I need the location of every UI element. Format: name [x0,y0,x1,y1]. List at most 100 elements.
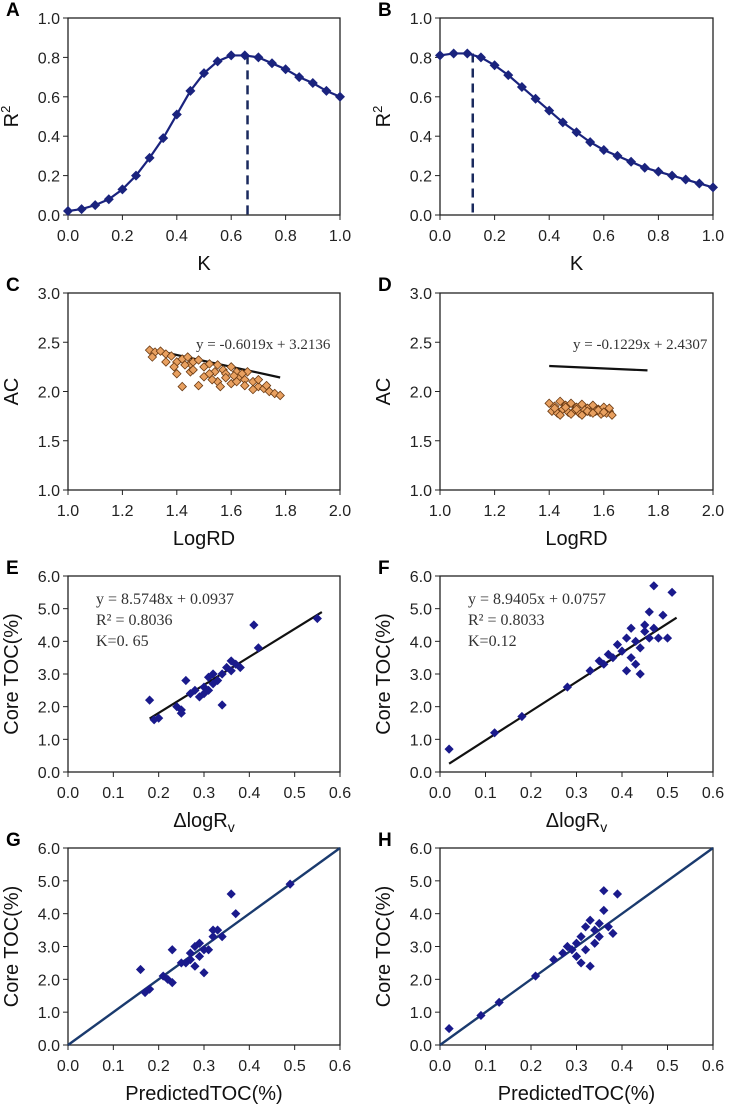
y-tick-label: 0.8 [410,50,432,67]
y-tick-label: 2.0 [410,700,432,717]
data-point [185,948,195,958]
y-axis-label: Core TOC(%) [1,613,23,735]
data-point [571,127,582,138]
x-tick-label: 0.5 [656,1058,678,1075]
data-point [140,987,150,998]
y-tick-label: 0.4 [38,129,60,146]
y-tick-label: 1.0 [410,11,432,28]
data-point [163,974,173,984]
data-point [617,646,627,656]
data-point [253,374,264,385]
data-point [199,968,209,978]
regression-equation: y = 8.5748x + 0.0937 [96,591,234,608]
x-tick-label: 1.0 [329,228,351,245]
y-tick-label: 1.0 [410,1005,432,1022]
data-point [603,922,613,932]
y-tick-label: 0.2 [410,169,432,186]
plot-frame [67,17,341,216]
plot-frame [439,292,714,491]
data-point [516,81,527,92]
data-point [307,78,318,89]
data-point [190,685,200,695]
y-tick-label: 0.0 [410,765,432,782]
data-point [608,653,618,663]
data-point [176,708,186,718]
data-point [562,682,572,692]
y-tick-label: 0.0 [38,208,60,225]
y-tick-label: 0.2 [38,169,60,186]
data-point [248,384,258,395]
data-point [571,951,582,961]
data-point [640,620,650,630]
data-point [649,623,659,633]
data-point [239,50,250,61]
y-tick-label: 1.0 [38,483,60,500]
data-point [158,133,169,144]
data-point [576,958,586,968]
x-tick-label: 0.1 [474,785,496,802]
panel-label: E [6,558,19,579]
data-point [217,700,227,710]
data-point [226,666,236,676]
y-tick-label: 3.0 [410,286,432,303]
y-tick-label: 1.5 [410,434,432,451]
data-point [626,156,637,167]
chart-panel-h: H 0.0 0.1 0.2 0.3 0.4 0.5 0.6 0.0 1.0 2.0 3.0 4.0 5.0… [373,830,724,1105]
y-axis-label: Core TOC(%) [1,886,23,1008]
data-point [530,971,541,981]
data-point [585,137,596,148]
x-tick-label: 1.6 [593,503,615,520]
data-point [658,610,668,620]
panel-label: G [6,830,21,851]
data-point [549,403,560,414]
regression-equation: y = -0.1229x + 2.4307 [573,337,708,353]
x-tick-label: 0.2 [111,228,133,245]
x-tick-label: 0.6 [593,228,615,245]
data-point [599,659,609,669]
x-tick-label: 0.3 [193,785,215,802]
data-point [581,945,591,955]
panel-label: D [378,275,392,296]
data-point [158,971,168,981]
y-tick-label: 0.0 [38,1038,60,1055]
data-point [667,587,677,597]
y-tick-label: 2.5 [410,335,432,352]
panel-label: H [378,830,392,851]
y-tick-label: 2.0 [410,972,432,989]
data-point [599,905,609,915]
data-point [181,958,191,968]
y-tick-label: 1.0 [38,732,60,749]
data-point [208,669,218,679]
panel-label: A [6,0,20,21]
data-point [621,633,632,643]
data-point [294,72,305,83]
x-tick-label: 0.8 [274,228,296,245]
x-tick-label: 0.3 [193,1058,215,1075]
y-tick-label: 4.0 [410,634,432,651]
data-point [626,653,636,663]
data-point [172,369,182,379]
data-point [653,633,663,643]
y-tick-label: 2.0 [38,385,60,402]
x-tick-label: 1.6 [220,503,242,520]
data-point [608,928,618,938]
data-point [208,932,218,942]
data-point [649,581,659,591]
chart-panel-g: G 0.0 0.1 0.2 0.3 0.4 0.5 0.6 0.0 1.0 2.0 3.0 4.0 5.0… [1,830,351,1105]
data-point [90,200,101,211]
r-squared-text: R² = 0.8036 [96,612,173,629]
x-tick-label: 0.5 [284,785,306,802]
y-tick-label: 3.0 [410,940,432,957]
data-point [76,204,87,215]
x-axis-label: ΔlogRv [173,810,235,835]
data-point [667,170,678,181]
chart-panel-a: A 0.0 0.2 0.4 0.6 0.8 1.0 0.0 0.2 0.4 0.6 0.8 1.0 K R2 [0,0,351,275]
data-point [708,182,718,193]
x-tick-label: 0.5 [284,1058,306,1075]
data-point [530,93,541,104]
y-tick-label: 6.0 [410,841,432,858]
y-tick-label: 6.0 [410,569,432,586]
y-tick-label: 5.0 [410,874,432,891]
x-tick-label: 0.6 [329,1058,351,1075]
